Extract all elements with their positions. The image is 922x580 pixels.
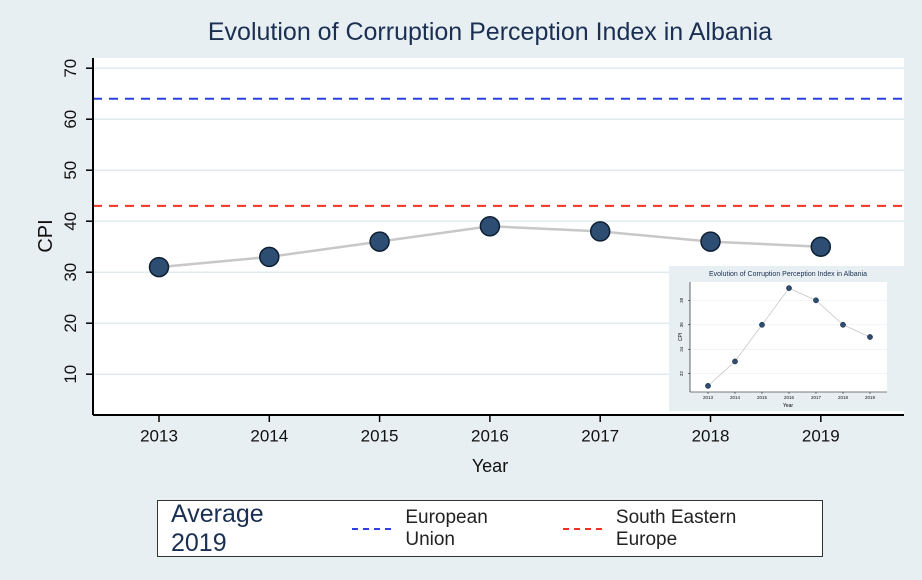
legend-swatch-blue-dashed <box>351 527 392 530</box>
x-tick-label: 2019 <box>865 395 876 400</box>
x-tick-label: 2016 <box>471 427 509 446</box>
x-tick-label: 2017 <box>581 427 619 446</box>
y-tick-label: 70 <box>61 59 80 78</box>
x-tick-label: 2017 <box>811 395 822 400</box>
data-point <box>786 285 792 291</box>
y-tick-label: 50 <box>61 161 80 180</box>
legend-title: Average 2019 <box>171 499 264 557</box>
x-tick-label: 2018 <box>838 395 849 400</box>
y-tick-label: 36 <box>679 322 684 328</box>
data-point <box>479 216 501 237</box>
grid-lines <box>93 67 904 375</box>
y-tick-label: 60 <box>61 110 80 129</box>
legend-item-european-union: European Union <box>351 506 541 551</box>
inset-x-tick-labels: 2013 2014 2015 2016 2017 2018 2019 <box>703 392 876 400</box>
inset-y-tick-labels: 32 34 36 38 <box>679 297 690 376</box>
y-tick-label: 30 <box>61 263 80 282</box>
legend-label: South Eastern Europe <box>615 506 737 550</box>
y-tick-label: 10 <box>61 365 80 384</box>
legend-label: European Union <box>405 506 488 550</box>
y-tick-label: 20 <box>61 314 80 333</box>
y-tick-label: 38 <box>679 297 684 303</box>
x-tick-label: 2015 <box>361 427 399 446</box>
x-tick-label: 2019 <box>802 427 840 446</box>
inset-x-axis-label: Year <box>783 403 793 409</box>
reference-lines <box>93 97 904 207</box>
data-point <box>810 236 832 257</box>
data-point <box>589 221 611 242</box>
y-tick-labels: 10 20 30 40 50 60 70 <box>61 59 93 384</box>
inset-grid-lines <box>690 300 887 374</box>
data-points <box>148 216 832 278</box>
data-point <box>700 231 721 252</box>
inset-title: Evolution of Corruption Perception Index… <box>709 271 867 278</box>
y-tick-label: 34 <box>679 346 684 352</box>
x-tick-label: 2016 <box>784 395 795 400</box>
data-point <box>259 246 280 268</box>
y-tick-label: 32 <box>679 371 684 377</box>
legend: Average 2019 European Union South Easter… <box>157 500 823 557</box>
data-point <box>148 256 170 278</box>
x-tick-labels: 2013 2014 2015 2016 2017 2018 2019 <box>140 415 840 446</box>
chart-title: Evolution of Corruption Perception Index… <box>208 18 772 46</box>
inset-chart: Evolution of Corruption Perception Index… <box>669 266 920 411</box>
y-tick-label: 40 <box>61 212 80 231</box>
x-tick-label: 2018 <box>692 427 730 446</box>
data-point <box>867 334 873 340</box>
x-tick-label: 2015 <box>757 395 768 400</box>
inset-data-points <box>705 285 873 389</box>
x-tick-label: 2014 <box>730 395 741 400</box>
inset-y-axis-label: CPI <box>678 333 684 341</box>
data-point <box>705 383 711 389</box>
x-tick-label: 2013 <box>703 395 714 400</box>
data-point <box>732 358 738 365</box>
legend-item-south-eastern-europe: South Eastern Europe <box>562 506 800 551</box>
x-tick-label: 2013 <box>140 427 178 446</box>
data-point <box>840 321 846 328</box>
data-point <box>759 321 765 328</box>
x-axis-label: Year <box>472 456 508 476</box>
data-point <box>369 231 390 252</box>
data-point <box>813 297 819 304</box>
x-tick-label: 2014 <box>250 427 288 446</box>
y-axis-label: CPI <box>35 219 57 252</box>
legend-swatch-red-dashed <box>562 527 602 530</box>
